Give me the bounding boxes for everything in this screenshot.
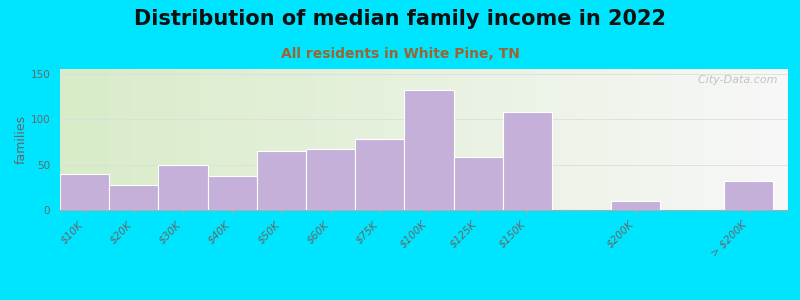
Bar [306,149,355,210]
Y-axis label: families: families [14,115,28,164]
Bar [109,184,158,210]
Bar [257,151,306,210]
Bar [611,201,660,210]
Bar [207,176,257,210]
Text: Distribution of median family income in 2022: Distribution of median family income in … [134,9,666,29]
Bar [454,157,502,210]
Bar [158,164,207,210]
Bar [724,181,774,210]
Bar [355,139,404,210]
Text: All residents in White Pine, TN: All residents in White Pine, TN [281,46,519,61]
Bar [60,174,109,210]
Bar [502,112,552,210]
Text: City-Data.com: City-Data.com [690,75,777,85]
Bar [404,90,454,210]
